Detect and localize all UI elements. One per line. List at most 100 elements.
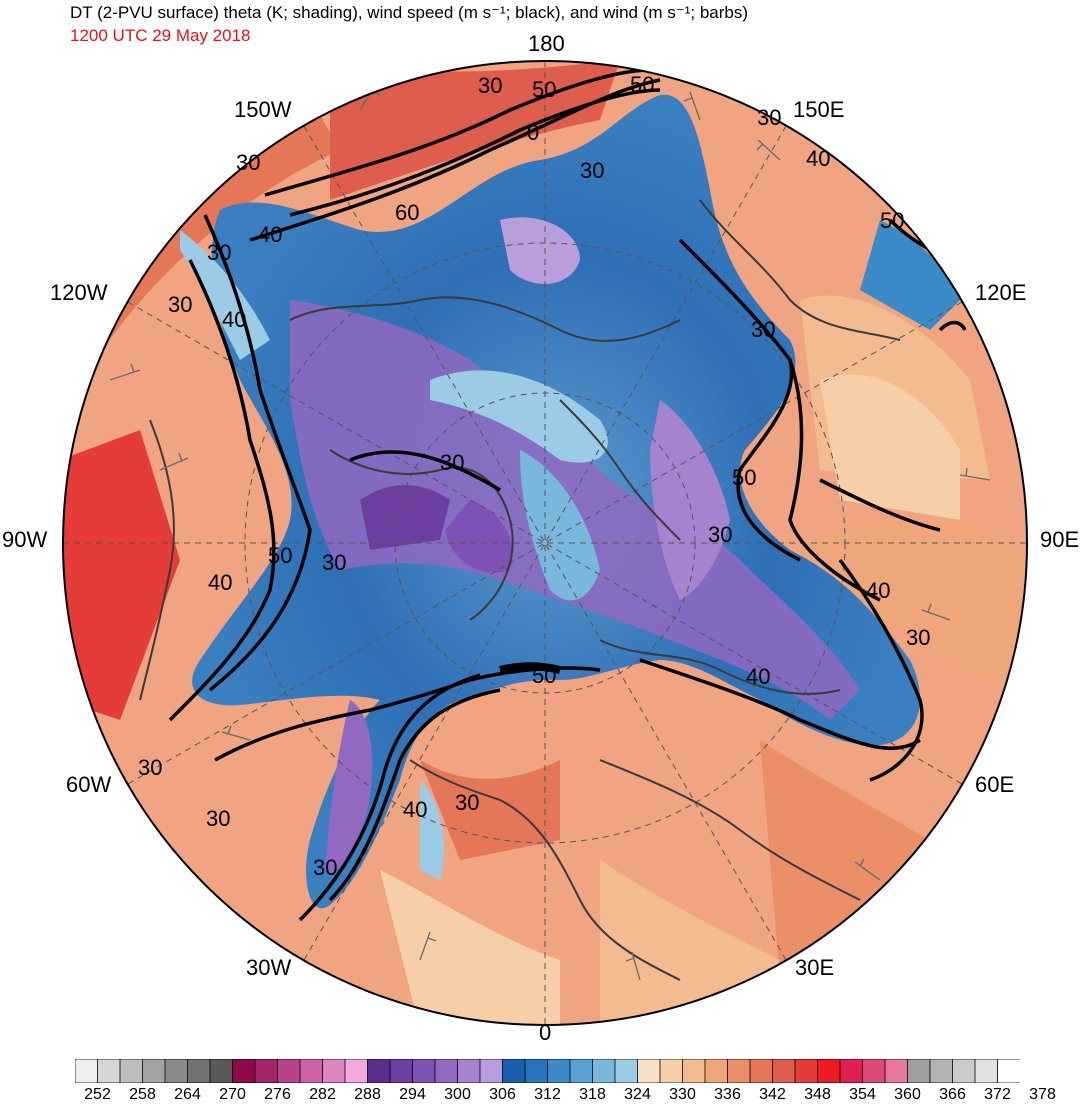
- colorbar-tick-label: 270: [219, 1086, 246, 1103]
- colorbar-tick-label: 294: [399, 1086, 426, 1103]
- map-subtitle: 1200 UTC 29 May 2018: [70, 26, 251, 45]
- colorbar-swatch: [322, 1059, 346, 1083]
- colorbar-swatch: [614, 1059, 639, 1083]
- lon-label-90e: 90E: [1040, 527, 1080, 552]
- colorbar-swatch: [569, 1059, 594, 1083]
- colorbar-swatch: [592, 1059, 616, 1083]
- contour-label: 40: [258, 222, 282, 247]
- contour-label: 60: [395, 200, 419, 225]
- colorbar-tick-label: 354: [849, 1086, 876, 1103]
- contour-label: 50: [268, 543, 292, 568]
- colorbar-swatch: [547, 1059, 571, 1083]
- contour-label: 30: [206, 806, 230, 831]
- contour-label: 30: [236, 150, 260, 175]
- colorbar-tick-label: 300: [444, 1086, 471, 1103]
- colorbar-swatch: [232, 1059, 256, 1083]
- colorbar-swatch: [727, 1059, 751, 1083]
- colorbar-tick-label: 264: [174, 1086, 201, 1103]
- colorbar-swatch: [929, 1059, 954, 1083]
- colorbar-swatch: [277, 1059, 301, 1083]
- colorbar-swatch: [299, 1059, 324, 1083]
- colorbar-swatch: [839, 1059, 864, 1083]
- colorbar-tick-label: 318: [579, 1086, 606, 1103]
- contour-label: 50: [880, 208, 904, 233]
- colorbar-swatch: [682, 1059, 706, 1083]
- colorbar-tick-label: 372: [984, 1086, 1011, 1103]
- contour-label: 40: [746, 664, 770, 689]
- colorbar-tick-label: 360: [894, 1086, 921, 1103]
- contour-label: 30: [168, 292, 192, 317]
- contour-label: 30: [478, 73, 502, 98]
- contour-label: 40: [208, 570, 232, 595]
- colorbar-swatch: [119, 1059, 144, 1083]
- colorbar-swatch: [142, 1059, 166, 1083]
- colorbar-swatch: [794, 1059, 819, 1083]
- contour-label: 40: [222, 307, 246, 332]
- colorbar-tick-label: 276: [264, 1086, 291, 1103]
- contour-label: 30: [757, 105, 781, 130]
- colorbar-tick-label: 288: [354, 1086, 381, 1103]
- map-title: DT (2-PVU surface) theta (K; shading), w…: [70, 3, 749, 22]
- colorbar-tick-label: 366: [939, 1086, 966, 1103]
- colorbar-tick-label: 324: [624, 1086, 651, 1103]
- contour-label: 30: [751, 317, 775, 342]
- colorbar-tick-label: 258: [129, 1086, 156, 1103]
- colorbar-swatch: [344, 1059, 369, 1083]
- lon-label-30w: 30W: [246, 955, 292, 980]
- colorbar-swatch: [974, 1059, 999, 1083]
- colorbar-swatch: [479, 1059, 504, 1083]
- colorbar-swatch: [749, 1059, 774, 1083]
- colorbar-swatch: [997, 1059, 1020, 1083]
- colorbar-tick-label: 282: [309, 1086, 336, 1103]
- contour-label: 30: [138, 755, 162, 780]
- colorbar-swatch: [367, 1059, 391, 1083]
- lon-label-150e: 150E: [793, 97, 845, 122]
- colorbar-tick-label: 252: [84, 1086, 111, 1103]
- lon-label-30e: 30E: [795, 955, 835, 980]
- contour-label: 40: [806, 146, 830, 171]
- colorbar-swatch: [952, 1059, 976, 1083]
- contour-label: 30: [440, 450, 464, 475]
- colorbar-swatch: [704, 1059, 729, 1083]
- colorbar-swatch: [434, 1059, 459, 1083]
- colorbar-swatch: [659, 1059, 684, 1083]
- contour-label: 40: [403, 797, 427, 822]
- colorbar-swatch: [254, 1059, 279, 1083]
- colorbar-swatch: [164, 1059, 189, 1083]
- colorbar-swatch: [817, 1059, 841, 1083]
- contour-labels: 30 50 0 30 60 40 30 30 40 30 30 50 40 30…: [138, 72, 930, 880]
- colorbar-swatch: [862, 1059, 886, 1083]
- lon-label-60e: 60E: [975, 772, 1015, 797]
- contour-label: 30: [322, 550, 346, 575]
- contour-label: 30: [708, 522, 732, 547]
- colorbar-tick-label: 312: [534, 1086, 561, 1103]
- colorbar-swatch: [457, 1059, 481, 1083]
- colorbar-swatch: [209, 1059, 234, 1083]
- lon-label-90w: 90W: [2, 527, 48, 552]
- contour-label: 30: [207, 240, 231, 265]
- contour-label: 50: [630, 72, 654, 97]
- contour-label: 30: [313, 855, 337, 880]
- contour-label: 50: [532, 77, 556, 102]
- contour-label: 30: [906, 625, 930, 650]
- colorbar-tick-label: 306: [489, 1086, 516, 1103]
- colorbar-tick-label: 330: [669, 1086, 696, 1103]
- colorbar-swatch: [524, 1059, 549, 1083]
- colorbar: [75, 1059, 1020, 1083]
- graticule: [63, 61, 1027, 1025]
- colorbar-swatch: [187, 1059, 211, 1083]
- colorbar-swatch: [502, 1059, 526, 1083]
- wind-speed-contours: [168, 68, 967, 922]
- colorbar-tick-label: 378: [1029, 1086, 1056, 1103]
- lon-label-150w: 150W: [234, 97, 292, 122]
- colorbar-tick-label: 336: [714, 1086, 741, 1103]
- lon-label-60w: 60W: [66, 772, 112, 797]
- colorbar-swatch: [637, 1059, 661, 1083]
- contour-label: 30: [455, 790, 479, 815]
- coastlines: [139, 199, 901, 981]
- colorbar-swatch: [884, 1059, 909, 1083]
- lon-label-0: 0: [539, 1020, 552, 1045]
- colorbar-tick-label: 348: [804, 1086, 831, 1103]
